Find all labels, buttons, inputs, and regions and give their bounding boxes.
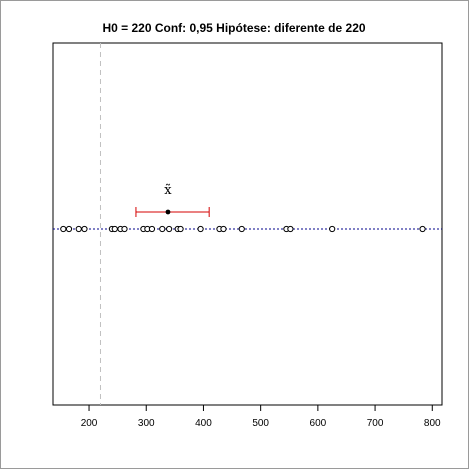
- data-point: [148, 225, 156, 233]
- x-tick-label: 800: [424, 418, 441, 429]
- data-point: [166, 225, 173, 233]
- data-point: [419, 225, 426, 233]
- x-tick-label: 600: [310, 418, 327, 429]
- data-point: [81, 225, 88, 233]
- data-point: [197, 225, 204, 233]
- data-point: [220, 225, 227, 233]
- data-point: [159, 225, 166, 233]
- data-point: [65, 225, 73, 233]
- x-axis: 200 300 400 500 600 700 800: [81, 404, 441, 429]
- data-point: [60, 225, 67, 233]
- data-points: [60, 225, 426, 233]
- median-point: [165, 209, 171, 215]
- data-point: [287, 225, 294, 233]
- data-point: [111, 225, 118, 233]
- data-point: [121, 225, 128, 233]
- data-point: [238, 225, 245, 233]
- x-tick-label: 400: [195, 418, 212, 429]
- x-tick-label: 500: [252, 418, 269, 429]
- x-tick-label: 700: [367, 418, 384, 429]
- median-label: x̃: [164, 183, 172, 198]
- data-point: [75, 225, 82, 233]
- x-tick-label: 200: [81, 418, 98, 429]
- x-tick-label: 300: [138, 418, 155, 429]
- data-point: [329, 225, 336, 233]
- plot-area: [52, 42, 443, 406]
- data-point: [177, 225, 184, 233]
- chart-title: H0 = 220 Conf: 0,95 Hipótese: diferente …: [102, 21, 365, 35]
- median-group: x̃: [135, 183, 210, 217]
